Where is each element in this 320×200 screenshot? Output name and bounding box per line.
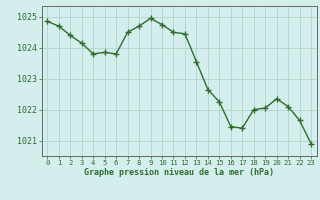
X-axis label: Graphe pression niveau de la mer (hPa): Graphe pression niveau de la mer (hPa) xyxy=(84,168,274,177)
